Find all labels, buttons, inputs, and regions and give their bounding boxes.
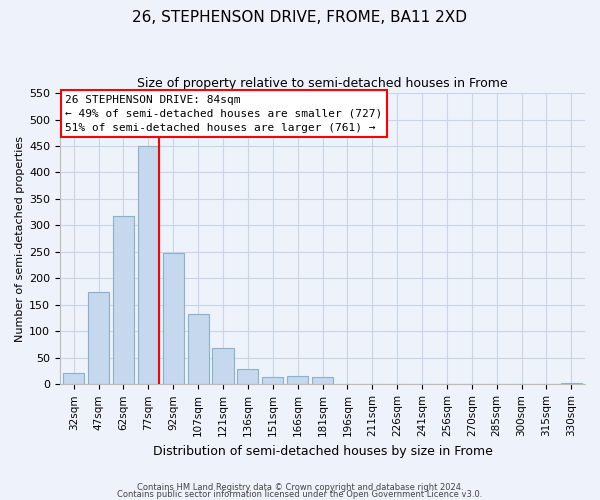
Title: Size of property relative to semi-detached houses in Frome: Size of property relative to semi-detach… [137, 78, 508, 90]
Bar [163, 253, 184, 384]
Bar [262, 377, 283, 384]
Text: 26 STEPHENSON DRIVE: 84sqm
← 49% of semi-detached houses are smaller (727)
51% o: 26 STEPHENSON DRIVE: 84sqm ← 49% of semi… [65, 94, 383, 132]
Y-axis label: Number of semi-detached properties: Number of semi-detached properties [15, 136, 25, 342]
Bar [88, 292, 109, 384]
Bar [188, 314, 209, 384]
Bar [287, 376, 308, 384]
Text: Contains HM Land Registry data © Crown copyright and database right 2024.: Contains HM Land Registry data © Crown c… [137, 484, 463, 492]
Bar [113, 216, 134, 384]
Bar [312, 377, 333, 384]
Bar [63, 372, 84, 384]
Bar [212, 348, 233, 384]
Bar [237, 369, 259, 384]
Text: 26, STEPHENSON DRIVE, FROME, BA11 2XD: 26, STEPHENSON DRIVE, FROME, BA11 2XD [133, 10, 467, 25]
Bar [138, 146, 159, 384]
X-axis label: Distribution of semi-detached houses by size in Frome: Distribution of semi-detached houses by … [152, 444, 493, 458]
Text: Contains public sector information licensed under the Open Government Licence v3: Contains public sector information licen… [118, 490, 482, 499]
